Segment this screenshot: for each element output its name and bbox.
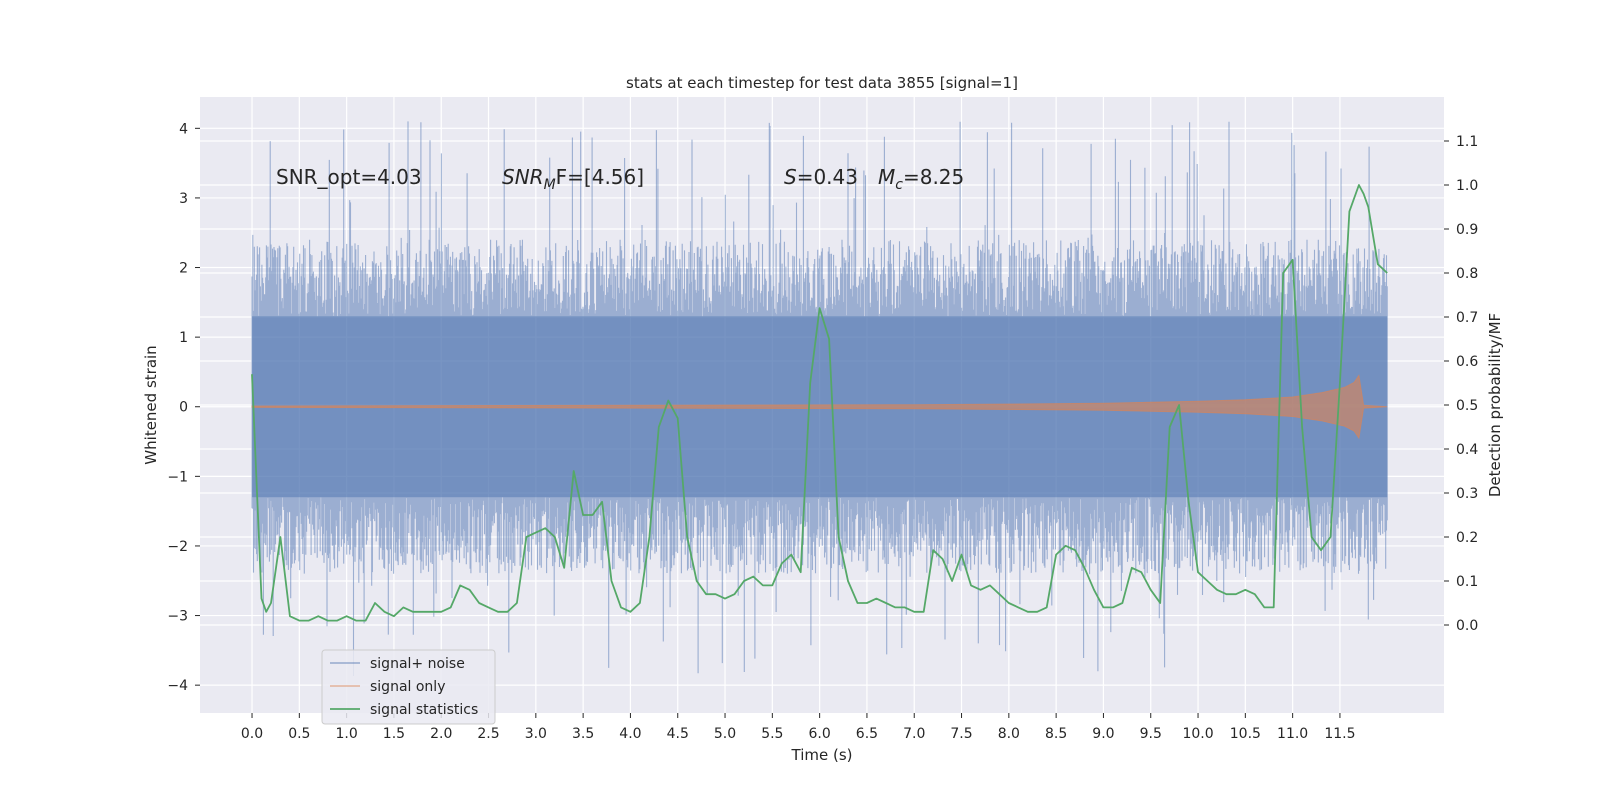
x-tick-label: 1.0 (335, 726, 357, 742)
chart-title: stats at each timestep for test data 385… (626, 74, 1018, 92)
x-tick-label: 11.0 (1277, 726, 1308, 742)
y-right-tick-label: 0.9 (1456, 222, 1478, 238)
legend: signal+ noise signal only signal statist… (321, 649, 496, 725)
mc-subscript: c (895, 177, 903, 193)
x-tick-label: 2.0 (430, 726, 452, 742)
y-right-tick-label: 0.0 (1456, 618, 1478, 634)
snr-mf-prefix: SNR (502, 165, 544, 189)
x-tick-label: 11.5 (1324, 726, 1355, 742)
y-right-tick-label: 0.5 (1456, 398, 1478, 414)
x-tick-label: 10.5 (1230, 726, 1261, 742)
annotation-s: S=0.43 (784, 165, 858, 189)
x-tick-label: 7.5 (950, 726, 972, 742)
y-right-tick-label: 0.1 (1456, 574, 1478, 590)
legend-label-noise: signal+ noise (370, 656, 465, 672)
y-axis-right-label: Detection probability/MF (1486, 313, 1504, 497)
plot-layer (251, 121, 1388, 676)
statistics-line (251, 184, 1388, 622)
y-axis-left-ticks: 4 3 2 1 0 −1 −2 −3 −4 (167, 121, 200, 694)
x-tick-label: 4.5 (667, 726, 689, 742)
y-right-tick-label: 0.4 (1456, 442, 1478, 458)
y-axis-right-ticks: 1.1 1.0 0.9 0.8 0.7 0.6 0.5 0.4 0.3 0.2 0.1 0.0 (1444, 134, 1478, 634)
y-left-tick-label: −2 (167, 539, 188, 555)
x-tick-label: 2.5 (477, 726, 499, 742)
y-left-tick-label: 4 (179, 121, 188, 137)
s-symbol: S (784, 165, 797, 189)
mc-symbol: M (878, 165, 895, 189)
x-tick-label: 8.0 (998, 726, 1020, 742)
y-right-tick-label: 0.2 (1456, 530, 1478, 546)
y-right-tick-label: 1.1 (1456, 134, 1478, 150)
snr-mf-suffix: F=[4.56] (556, 165, 644, 189)
signal-envelope (251, 374, 1388, 440)
x-tick-label: 8.5 (1045, 726, 1067, 742)
x-tick-label: 9.0 (1092, 726, 1114, 742)
annotation-snr-opt: SNR_opt=4.03 (276, 165, 422, 189)
signal-statistics-series (251, 184, 1388, 622)
annotation-snr-mf: SNRMF=[4.56] (502, 165, 644, 193)
snr-mf-subscript: M (544, 177, 556, 193)
x-axis-ticks: 0.0 0.5 1.0 1.5 2.0 2.5 3.0 3.5 4.0 4.5 5.0 5.5 6.0 6… (241, 713, 1356, 742)
y-left-tick-label: 1 (179, 330, 188, 346)
x-tick-label: 0.0 (241, 726, 263, 742)
x-tick-label: 6.5 (856, 726, 878, 742)
x-tick-label: 3.5 (572, 726, 594, 742)
y-left-tick-label: −3 (167, 609, 188, 625)
x-tick-label: 7.0 (903, 726, 925, 742)
x-tick-label: 0.5 (288, 726, 310, 742)
x-tick-label: 10.0 (1182, 726, 1213, 742)
x-tick-label: 1.5 (383, 726, 405, 742)
y-right-tick-label: 0.6 (1456, 354, 1478, 370)
x-tick-label: 5.0 (714, 726, 736, 742)
y-left-tick-label: 2 (179, 261, 188, 277)
signal-only-series (251, 374, 1388, 440)
y-axis-left-label: Whitened strain (142, 345, 160, 464)
y-left-tick-label: 0 (179, 400, 188, 416)
x-axis-label: Time (s) (791, 746, 853, 764)
mc-value: =8.25 (903, 165, 964, 189)
y-right-tick-label: 0.3 (1456, 486, 1478, 502)
y-left-tick-label: 3 (179, 191, 188, 207)
y-left-tick-label: −4 (167, 678, 188, 694)
x-tick-label: 4.0 (619, 726, 641, 742)
annotation-mc: Mc=8.25 (878, 165, 964, 193)
y-right-tick-label: 0.7 (1456, 310, 1478, 326)
s-value: =0.43 (797, 165, 858, 189)
y-left-tick-label: −1 (167, 469, 188, 485)
y-right-tick-label: 0.8 (1456, 266, 1478, 282)
legend-label-signal: signal only (370, 679, 445, 695)
legend-box (321, 649, 496, 725)
x-tick-label: 3.0 (525, 726, 547, 742)
x-tick-label: 6.0 (809, 726, 831, 742)
x-tick-label: 5.5 (761, 726, 783, 742)
legend-label-statistics: signal statistics (370, 702, 478, 718)
y-right-tick-label: 1.0 (1456, 178, 1478, 194)
x-tick-label: 9.5 (1140, 726, 1162, 742)
